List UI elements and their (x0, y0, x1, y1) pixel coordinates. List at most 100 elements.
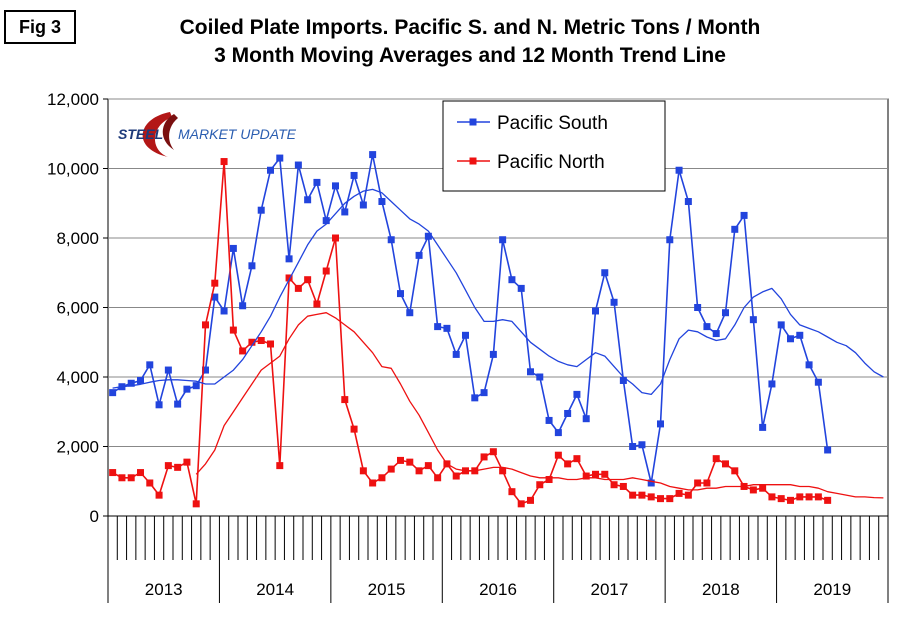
point-pacific-north (564, 460, 572, 468)
x-year-label: 2014 (256, 580, 294, 599)
point-pacific-north (267, 340, 274, 348)
point-pacific-south (220, 307, 228, 315)
point-pacific-north (369, 479, 377, 487)
point-pacific-south (731, 225, 739, 233)
point-pacific-north (573, 455, 581, 463)
y-axis-ticks: 0 2,000 4,000 6,000 8,000 10,000 12,000 (47, 90, 108, 526)
point-pacific-south (564, 409, 572, 417)
logo-text-market-update: MARKET UPDATE (178, 126, 297, 142)
point-pacific-north (601, 470, 609, 478)
point-pacific-north (285, 274, 293, 282)
point-pacific-south (657, 420, 664, 428)
y-tick-label: 12,000 (47, 90, 99, 109)
point-pacific-south (499, 236, 507, 244)
point-pacific-south (285, 255, 293, 263)
point-pacific-north (694, 479, 702, 487)
point-pacific-north (582, 472, 590, 480)
point-pacific-north (814, 493, 822, 501)
point-pacific-south (619, 376, 627, 384)
point-pacific-north (220, 158, 228, 166)
point-pacific-south (489, 350, 497, 358)
point-pacific-south (443, 324, 451, 332)
logo-text-steel: STEEL (118, 126, 163, 142)
point-pacific-south (378, 198, 386, 206)
logo-swoosh-icon (142, 112, 172, 157)
point-pacific-south (768, 380, 776, 388)
logo-swoosh-dark-icon (162, 114, 178, 150)
point-pacific-north (350, 425, 358, 433)
point-pacific-south (759, 423, 767, 431)
point-pacific-north (294, 284, 302, 292)
point-pacific-south (239, 302, 247, 310)
point-pacific-south (740, 211, 748, 219)
point-pacific-south (629, 443, 637, 450)
point-pacific-south (452, 350, 460, 358)
point-pacific-south (601, 269, 609, 277)
legend-marker-pacific-south (469, 118, 477, 126)
point-pacific-south (434, 323, 442, 331)
point-pacific-south (257, 206, 265, 214)
point-pacific-north (155, 491, 163, 499)
point-pacific-north (480, 453, 488, 461)
point-pacific-south (462, 331, 469, 339)
point-pacific-north (109, 469, 117, 477)
point-pacific-south (777, 321, 785, 329)
series-line-pacific-south-trend (112, 188, 884, 396)
figure-label: Fig 3 (4, 10, 76, 44)
point-pacific-north (787, 496, 794, 504)
point-pacific-north (332, 234, 339, 242)
point-pacific-south (573, 390, 581, 398)
point-pacific-south (722, 309, 729, 317)
point-pacific-north (248, 338, 256, 346)
point-pacific-north (127, 474, 135, 482)
point-pacific-north (239, 347, 247, 355)
point-pacific-south (824, 446, 832, 454)
point-pacific-north (322, 267, 330, 275)
point-pacific-north (211, 279, 219, 287)
point-pacific-north (202, 321, 209, 329)
point-pacific-north (341, 396, 349, 404)
point-pacific-north (276, 462, 284, 470)
point-pacific-south (638, 441, 646, 449)
point-pacific-south (294, 161, 302, 169)
point-pacific-south (109, 389, 117, 397)
point-pacific-north (545, 476, 553, 484)
point-pacific-north (164, 462, 172, 470)
point-pacific-north (749, 486, 757, 494)
point-pacific-south (610, 298, 618, 306)
point-pacific-north (499, 467, 507, 475)
point-pacific-north (657, 495, 664, 503)
point-pacific-south (508, 276, 516, 284)
point-pacific-north (378, 474, 386, 482)
point-pacific-south (424, 232, 432, 240)
point-pacific-south (304, 196, 312, 204)
y-tick-label: 4,000 (56, 368, 99, 387)
point-pacific-south (183, 385, 191, 393)
point-pacific-south (703, 323, 711, 331)
point-pacific-south (202, 366, 209, 374)
point-pacific-north (192, 500, 200, 508)
point-pacific-south (787, 335, 794, 343)
point-pacific-south (415, 251, 423, 259)
point-pacific-north (118, 474, 126, 482)
y-tick-label: 8,000 (56, 229, 99, 248)
series-layer (109, 151, 884, 508)
point-pacific-north (146, 479, 154, 487)
point-pacific-north (424, 462, 432, 470)
point-pacific-south (536, 373, 544, 381)
point-pacific-south (313, 178, 321, 186)
point-pacific-south (545, 416, 553, 424)
point-pacific-south (341, 208, 349, 216)
point-pacific-south (164, 366, 172, 374)
point-pacific-north (666, 495, 674, 503)
legend: Pacific South Pacific North (442, 100, 666, 192)
point-pacific-north (508, 488, 516, 496)
legend-label-pacific-north: Pacific North (497, 152, 605, 173)
chart-title-line-1: Coiled Plate Imports. Pacific S. and N. … (179, 16, 761, 39)
point-pacific-north (229, 326, 237, 334)
point-pacific-north (415, 467, 423, 475)
x-year-label: 2013 (145, 580, 183, 599)
point-pacific-south (814, 378, 822, 386)
x-year-label: 2016 (479, 580, 517, 599)
point-pacific-north (712, 455, 720, 463)
